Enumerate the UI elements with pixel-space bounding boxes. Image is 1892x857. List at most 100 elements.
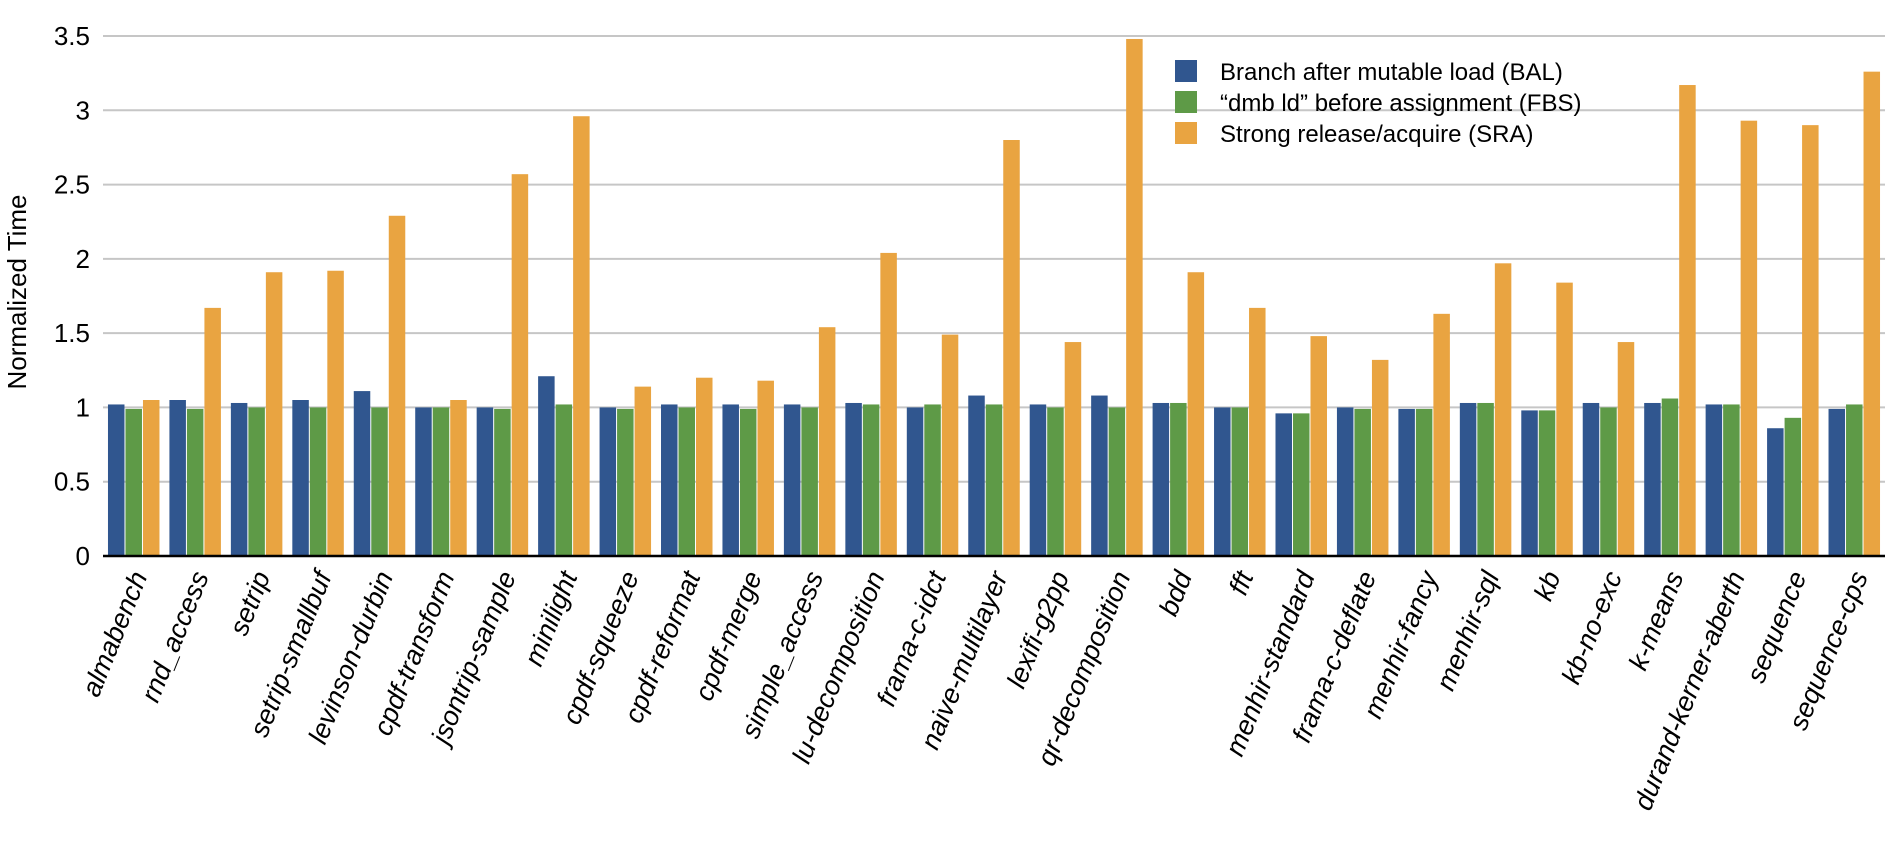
legend-swatch <box>1175 122 1197 144</box>
x-tick-label: sequence <box>1741 567 1813 687</box>
bar-simple_access-series-3 <box>818 327 836 556</box>
bar-levinson-durbin-series-2 <box>371 407 388 556</box>
legend-label: Strong release/acquire (SRA) <box>1220 121 1533 148</box>
x-tick-label: lexifi-g2pp <box>1001 567 1075 692</box>
bar-cpdf-merge-series-1 <box>722 404 739 556</box>
bar-rnd_access-series-1 <box>169 400 186 556</box>
bar-menhir-standard-series-2 <box>1292 413 1310 556</box>
x-tick-label: setrip <box>224 567 277 639</box>
bar-fft-series-3 <box>1249 307 1266 556</box>
bar-frama-c-deflate-series-3 <box>1371 359 1389 556</box>
bar-setrip-series-2 <box>248 407 265 556</box>
x-tick-label: menhir-sql <box>1430 566 1505 695</box>
bar-cpdf-transform-series-2 <box>432 407 450 556</box>
bar-lexifi-g2pp-series-3 <box>1064 342 1082 556</box>
bar-sequence-cps-series-3 <box>1863 71 1881 557</box>
bar-qr-decomposition-series-1 <box>1091 395 1108 556</box>
bar-almabench-series-3 <box>142 400 160 556</box>
bar-durand-kerner-aberth-series-2 <box>1723 404 1740 556</box>
x-tick-label: bdd <box>1153 566 1198 620</box>
bar-minilight-series-1 <box>538 376 555 556</box>
x-tick-label: k-means <box>1623 567 1690 674</box>
bar-menhir-standard-series-1 <box>1275 413 1292 556</box>
bar-frama-c-deflate-series-1 <box>1336 407 1354 556</box>
bar-k-means-series-1 <box>1644 402 1661 556</box>
bar-durand-kerner-aberth-series-3 <box>1740 120 1758 556</box>
bar-cpdf-merge-series-3 <box>757 380 774 556</box>
bar-levinson-durbin-series-1 <box>353 391 371 556</box>
y-tick-label: 0.5 <box>54 467 90 497</box>
bar-fft-series-2 <box>1231 407 1249 556</box>
x-tick-label: minilight <box>519 566 584 670</box>
y-tick-label: 1.5 <box>54 318 90 348</box>
x-tick-label: kb <box>1528 567 1567 605</box>
bar-k-means-series-2 <box>1661 398 1679 556</box>
bar-setrip-smallbuf-series-1 <box>292 400 309 556</box>
bars <box>107 38 1881 557</box>
bar-sequence-series-1 <box>1767 428 1784 556</box>
bar-kb-series-2 <box>1538 410 1556 556</box>
bar-menhir-sql-series-2 <box>1477 402 1494 556</box>
legend-label: Branch after mutable load (BAL) <box>1220 59 1563 86</box>
bar-kb-no-exc-series-2 <box>1600 407 1617 556</box>
bar-simple_access-series-2 <box>801 407 818 556</box>
bar-lexifi-g2pp-series-1 <box>1029 404 1047 556</box>
y-tick-label: 3.5 <box>54 21 90 51</box>
bar-qr-decomposition-series-2 <box>1108 407 1126 556</box>
legend-swatch <box>1175 91 1197 113</box>
bar-bdd-series-1 <box>1152 402 1170 556</box>
bar-frama-c-deflate-series-2 <box>1354 408 1371 556</box>
bar-jsontrip-sample-series-2 <box>494 408 511 556</box>
bar-cpdf-transform-series-1 <box>415 407 432 556</box>
bar-naive-multilayer-series-2 <box>985 404 1003 556</box>
bar-frama-c-idct-series-2 <box>924 404 941 556</box>
bar-cpdf-reformat-series-2 <box>678 407 696 556</box>
bar-minilight-series-3 <box>573 116 590 556</box>
bar-kb-no-exc-series-1 <box>1582 402 1600 556</box>
legend-label: “dmb ld” before assignment (FBS) <box>1220 90 1581 117</box>
bar-almabench-series-2 <box>125 408 142 556</box>
bar-lu-decomposition-series-2 <box>862 404 880 556</box>
y-axis-label: Normalized Time <box>2 194 32 389</box>
bar-frama-c-idct-series-1 <box>906 407 924 556</box>
bar-menhir-fancy-series-2 <box>1415 408 1433 556</box>
bar-menhir-fancy-series-3 <box>1433 313 1450 556</box>
y-tick-labels: 0 0.5 1 1.5 2 2.5 3 3.5 <box>54 21 90 571</box>
bar-durand-kerner-aberth-series-1 <box>1705 404 1723 556</box>
legend-swatch <box>1175 60 1197 82</box>
bar-sequence-cps-series-1 <box>1828 408 1846 556</box>
bar-bdd-series-3 <box>1187 272 1205 556</box>
bar-levinson-durbin-series-3 <box>388 215 406 556</box>
bar-setrip-smallbuf-series-2 <box>309 407 327 556</box>
bar-menhir-standard-series-3 <box>1310 336 1327 556</box>
bar-fft-series-1 <box>1214 407 1231 556</box>
x-tick-label: kb-no-exc <box>1556 567 1628 689</box>
bar-jsontrip-sample-series-1 <box>476 407 494 556</box>
bar-cpdf-squeeze-series-2 <box>617 408 634 556</box>
bar-cpdf-reformat-series-3 <box>696 377 713 556</box>
bar-jsontrip-sample-series-3 <box>511 174 529 556</box>
bar-setrip-series-1 <box>230 402 248 556</box>
y-tick-label: 2 <box>76 244 90 274</box>
bar-menhir-fancy-series-1 <box>1398 408 1415 556</box>
y-tick-label: 3 <box>76 95 90 125</box>
x-tick-label: fft <box>1223 566 1260 599</box>
bar-setrip-smallbuf-series-3 <box>327 270 344 556</box>
bar-kb-series-1 <box>1521 410 1538 556</box>
y-tick-label: 1 <box>76 392 90 422</box>
bar-simple_access-series-1 <box>783 404 801 556</box>
bar-kb-series-3 <box>1556 282 1573 556</box>
bar-naive-multilayer-series-3 <box>1003 140 1020 556</box>
bar-rnd_access-series-2 <box>186 408 204 556</box>
y-tick-label: 0 <box>76 541 90 571</box>
bar-k-means-series-3 <box>1679 85 1696 557</box>
bar-cpdf-squeeze-series-1 <box>599 407 617 556</box>
bar-lexifi-g2pp-series-2 <box>1047 407 1064 556</box>
bar-sequence-series-3 <box>1802 125 1819 557</box>
bar-setrip-series-3 <box>265 272 283 556</box>
bar-bdd-series-2 <box>1170 402 1187 556</box>
bar-minilight-series-2 <box>555 404 573 556</box>
bar-cpdf-merge-series-2 <box>739 408 757 556</box>
